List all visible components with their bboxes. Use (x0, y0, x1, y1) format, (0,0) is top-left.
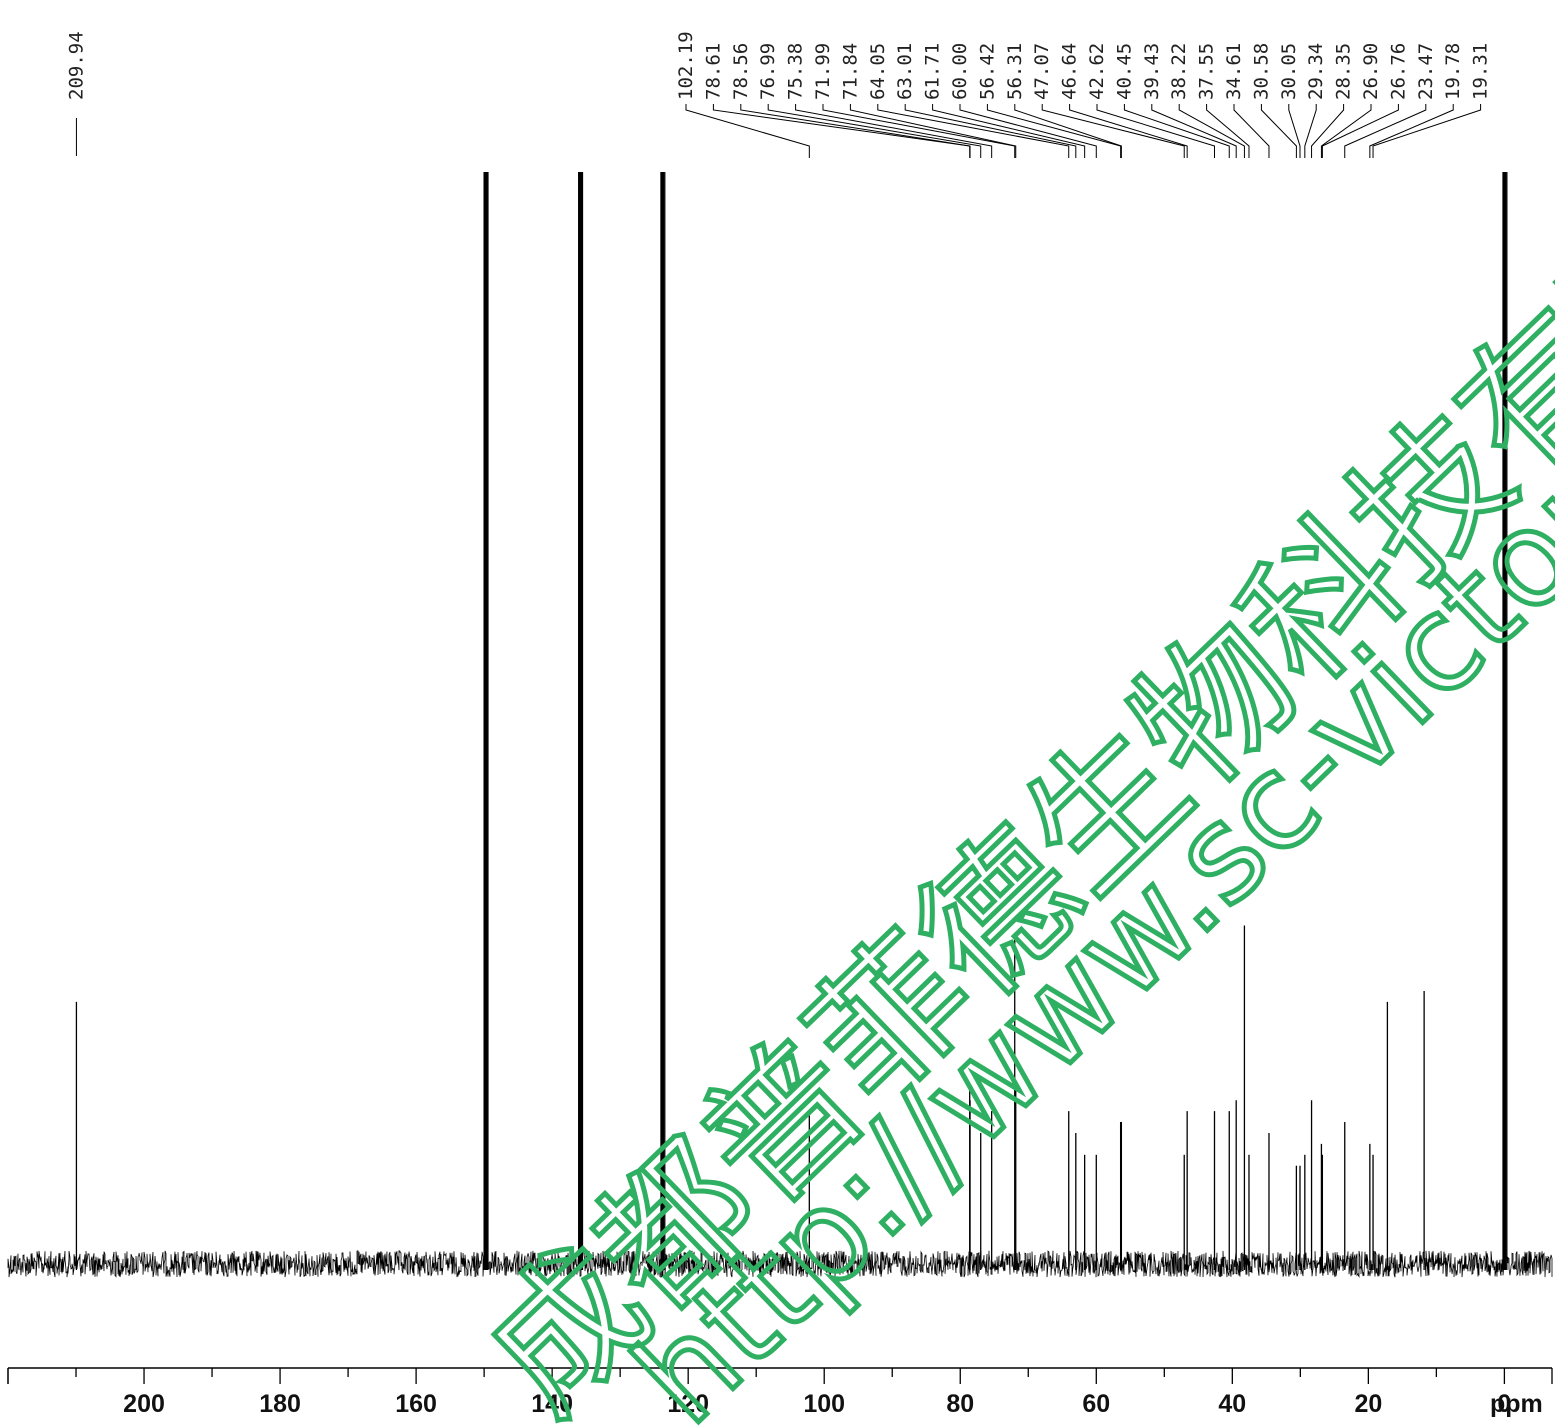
peak-label: 102.19 (675, 31, 697, 100)
peak-label: 60.00 (949, 43, 971, 100)
peak-label: 40.45 (1113, 43, 1135, 100)
peak-label: 56.31 (1004, 43, 1026, 100)
peak-label: 30.58 (1250, 43, 1272, 100)
peak-label: 23.47 (1415, 43, 1437, 100)
peak-label: 34.61 (1223, 43, 1245, 100)
peak-connector-layer (75, 104, 1482, 158)
peak-label: 64.05 (867, 43, 889, 100)
x-axis-tick-label: 80 (946, 1390, 974, 1418)
peak-label: 78.61 (702, 43, 724, 100)
peak-label-connector (1123, 104, 1230, 158)
peak-label-connector (1372, 104, 1482, 158)
peak-label-connector (1151, 104, 1237, 158)
peak-label: 26.90 (1360, 43, 1382, 100)
peak-label-connector (1233, 104, 1270, 158)
peak-label: 76.99 (757, 43, 779, 100)
peak-label-connector (740, 104, 971, 158)
peak-label-layer: 209.94 102.19 78.61 78.56 76.99 75.38 71.99 71.… (65, 31, 1491, 100)
peak-label-connector (1344, 104, 1427, 158)
watermark-chinese-text: 成都普菲德生物科技有限 (454, 175, 1555, 1426)
peak-label: 75.38 (785, 43, 807, 100)
x-axis-tick-label: 100 (803, 1390, 845, 1418)
peak-label: 19.31 (1470, 43, 1492, 100)
peak-label: 28.35 (1333, 43, 1355, 100)
peak-label-connector (1288, 104, 1301, 158)
peak-label: 37.55 (1196, 43, 1218, 100)
peak-label-connector (822, 104, 1016, 158)
peak-label-connector (904, 104, 1077, 158)
x-axis-unit-label: ppm (1490, 1390, 1543, 1418)
peak-label-connector (795, 104, 993, 158)
peak-label: 47.07 (1031, 43, 1053, 100)
peak-label: 38.22 (1168, 43, 1190, 100)
peak-label-connector (1069, 104, 1188, 158)
baseline-noise (7, 1250, 1553, 1278)
x-axis-tick-label: 160 (395, 1390, 437, 1418)
x-axis-tick-label: 40 (1218, 1390, 1246, 1418)
peak-label: 71.99 (812, 43, 834, 100)
peak-label-connector (959, 104, 1097, 158)
peak-label-connector (932, 104, 1086, 158)
peak-label-connector (1206, 104, 1250, 158)
peak-label: 26.76 (1387, 43, 1409, 100)
x-axis-tick-label: 140 (531, 1390, 573, 1418)
peak-label-connector (877, 104, 1070, 158)
peak-label: 63.01 (894, 43, 916, 100)
x-axis-tick-label: 0 (1497, 1390, 1511, 1418)
peak-label-connector (1096, 104, 1215, 158)
peak-label-connector (1014, 104, 1122, 158)
peak-label-connector (986, 104, 1122, 158)
spectrum-trace-layer (7, 172, 1553, 1278)
peak-label: 19.78 (1442, 43, 1464, 100)
x-axis-tick-label: 120 (667, 1390, 709, 1418)
x-axis-tick-label: 200 (123, 1390, 165, 1418)
x-axis: 200 180 160 140 120 100 80 60 40 20 0 (7, 1367, 1553, 1418)
watermark: 成都普菲德生物科技有限 http://www.sc-victory.co (452, 172, 1555, 1426)
peak-label-connector (1260, 104, 1297, 158)
peak-label: 29.34 (1305, 43, 1327, 100)
peak-label: 56.42 (976, 43, 998, 100)
peak-label: 61.71 (922, 43, 944, 100)
peak-label: 209.94 (65, 31, 87, 100)
peak-label-connector (1321, 104, 1399, 158)
peak-label-connector (1304, 104, 1317, 158)
peak-label-connector (1369, 104, 1454, 158)
x-axis-tick-label: 20 (1354, 1390, 1382, 1418)
peak-label-connector (685, 104, 810, 158)
peak-label: 78.56 (730, 43, 752, 100)
peak-label: 42.62 (1086, 43, 1108, 100)
peak-label-connector (767, 104, 982, 158)
peak-label: 39.43 (1141, 43, 1163, 100)
peak-label-connector (1311, 104, 1345, 158)
peak-label-connector (1041, 104, 1185, 158)
peak-label: 46.64 (1059, 43, 1081, 100)
peak-label: 71.84 (839, 43, 861, 100)
peak-label-connector (1178, 104, 1245, 158)
peak-label-connector (849, 104, 1017, 158)
x-axis-tick-label: 60 (1082, 1390, 1110, 1418)
peak-label: 30.05 (1278, 43, 1300, 100)
x-axis-tick-label: 180 (259, 1390, 301, 1418)
peak-label-connector (1320, 104, 1372, 158)
